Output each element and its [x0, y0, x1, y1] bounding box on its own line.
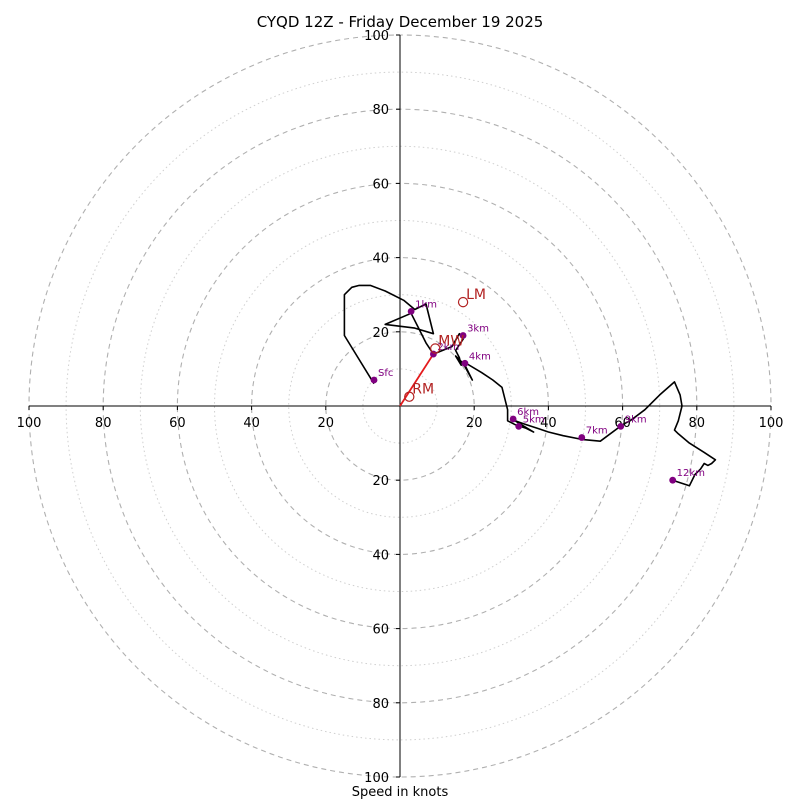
height-marker-7km	[578, 434, 586, 441]
storm-label-RM: RM	[412, 382, 434, 398]
hodograph-series	[343, 284, 717, 487]
height-label-4km: 4km	[469, 351, 491, 362]
x-axis-label: Speed in knots	[352, 785, 449, 800]
chart-title: CYQD 12Z - Friday December 19 2025	[257, 13, 544, 31]
height-marker-2km	[429, 350, 437, 358]
x-tick-label: 20	[466, 416, 483, 431]
height-label-9km: 9km	[625, 414, 647, 425]
height-label-2km: 2km	[437, 342, 459, 353]
storm-motion-markers: LM MW RM	[404, 287, 486, 402]
storm-marker-MW	[430, 343, 441, 354]
height-marker-6km	[509, 415, 517, 423]
storm-label-LM: LM	[466, 287, 486, 303]
storm-label-MW: MW	[438, 333, 464, 349]
y-tick-label: 80	[372, 103, 389, 118]
height-label-5km: 5km	[523, 414, 545, 425]
x-tick-label: 100	[759, 416, 784, 431]
mean-wind-vector	[399, 353, 435, 407]
x-tick-label: 20	[318, 416, 335, 431]
y-tick-label: 60	[372, 177, 389, 192]
storm-marker-RM	[404, 391, 415, 402]
height-label-1km: 1km	[415, 299, 437, 310]
y-tick-label: 40	[372, 252, 389, 267]
height-marker-Sfc	[370, 376, 378, 384]
height-label-7km: 7km	[586, 426, 608, 437]
y-tick-label: 80	[372, 697, 389, 712]
height-label-12km: 12km	[677, 468, 705, 479]
height-marker-9km	[617, 423, 625, 430]
height-label-Sfc: Sfc	[378, 368, 393, 379]
x-tick-label: 60	[169, 416, 186, 431]
height-label-6km: 6km	[517, 407, 539, 418]
height-marker-5km	[515, 423, 523, 430]
height-marker-12km	[669, 476, 677, 484]
y-tick-label: 40	[372, 548, 389, 563]
x-tick-label: 100	[17, 416, 42, 431]
y-tick-label: 100	[364, 29, 389, 44]
height-marker-1km	[407, 307, 415, 315]
x-tick-label: 80	[689, 416, 706, 431]
height-label-3km: 3km	[467, 324, 489, 335]
x-tick-label: 40	[540, 416, 557, 431]
height-marker-4km	[461, 359, 469, 367]
hodograph-line	[343, 284, 717, 487]
y-tick-label: 60	[372, 623, 389, 638]
tick-labels: 100 80 60 40 20 20 40 60 80 100100806040202040608…	[17, 29, 784, 786]
y-tick-label: 100	[364, 771, 389, 786]
y-tick-label: 20	[372, 474, 389, 489]
y-tick-label: 20	[372, 326, 389, 341]
x-tick-label: 40	[243, 416, 260, 431]
height-marker-3km	[459, 332, 467, 339]
storm-marker-LM	[457, 296, 469, 308]
x-tick-label: 80	[95, 416, 112, 431]
